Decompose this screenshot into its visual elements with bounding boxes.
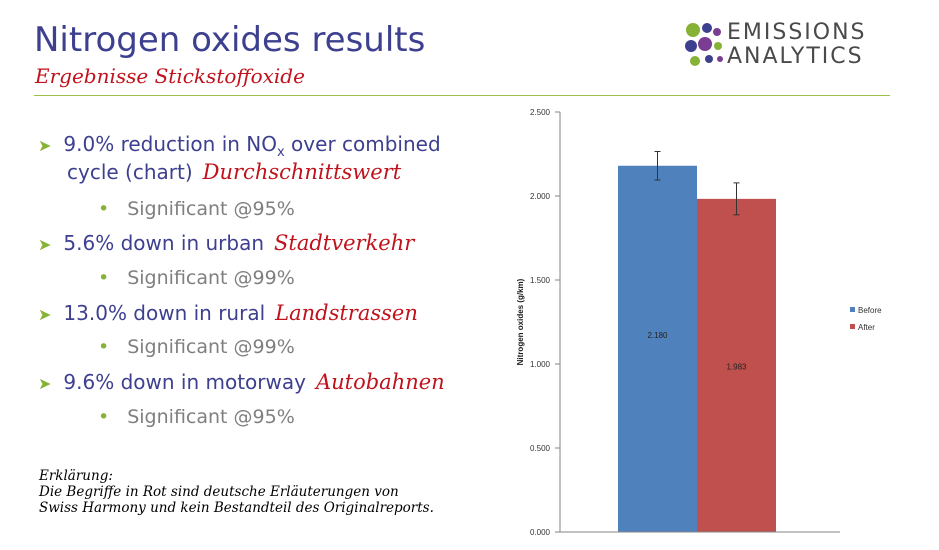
- arrow-bullet-icon: ➤: [38, 374, 52, 393]
- bar-after: [697, 198, 776, 532]
- sub-bullet-combined: • Significant @95%: [98, 198, 295, 220]
- arrow-bullet-icon: ➤: [38, 136, 52, 155]
- arrow-bullet-icon: ➤: [38, 305, 52, 324]
- dot-bullet-icon: •: [98, 267, 110, 289]
- dot-bullet-icon: •: [98, 198, 110, 220]
- legend-swatch-after: [850, 324, 855, 329]
- note-line2: Swiss Harmony und kein Bestandteil des O…: [39, 500, 434, 516]
- legend-label-before: Before: [858, 306, 882, 315]
- arrow-bullet-icon: ➤: [38, 235, 52, 254]
- y-tick-label: 1.500: [530, 276, 551, 285]
- bullet-combined-line2: cycle (chart) Durchschnittswert: [67, 160, 402, 184]
- logo-line2: ANALYTICS: [727, 44, 864, 69]
- dot-bullet-icon: •: [98, 336, 110, 358]
- logo-dots-icon: [685, 23, 723, 66]
- emissions-analytics-logo: EMISSIONS ANALYTICS: [683, 20, 893, 72]
- chart-svg: 0.000 0.500 1.000 1.500 2.000 2.500 Nitrogen o…: [516, 108, 882, 537]
- bullet-motorway: ➤ 9.6% down in motorway Autobahnen: [38, 370, 445, 394]
- data-label-after: 1.983: [726, 362, 747, 371]
- explanation-note: Erklärung: Die Begriffe in Rot sind deut…: [39, 468, 434, 516]
- y-tick-label: 0.000: [530, 528, 551, 537]
- y-tick-label: 0.500: [530, 444, 551, 453]
- y-tick-label: 1.000: [530, 360, 551, 369]
- bullet-urban: ➤ 5.6% down in urban Stadtverkehr: [38, 231, 415, 255]
- y-axis-label: Nitrogen oxides (g/km): [516, 278, 525, 365]
- bar-before: [618, 165, 697, 532]
- slide-subtitle: Ergebnisse Stickstoffoxide: [35, 64, 305, 88]
- nox-bar-chart: 0.000 0.500 1.000 1.500 2.000 2.500 Nitrogen o…: [500, 100, 900, 550]
- data-label-before: 2.180: [647, 331, 668, 340]
- slide-title: Nitrogen oxides results: [34, 20, 426, 60]
- logo-line1: EMISSIONS: [727, 20, 867, 45]
- y-tick-label: 2.500: [530, 108, 551, 117]
- note-heading: Erklärung:: [39, 468, 113, 484]
- y-tick-label: 2.000: [530, 192, 551, 201]
- sub-bullet-rural: • Significant @99%: [98, 336, 295, 358]
- bullet-rural: ➤ 13.0% down in rural Landstrassen: [38, 301, 418, 325]
- bullet-combined: ➤ 9.0% reduction in NOx over combined: [38, 132, 441, 160]
- sub-bullet-motorway: • Significant @95%: [98, 406, 295, 428]
- legend-swatch-before: [850, 307, 855, 312]
- note-line1: Die Begriffe in Rot sind deutsche Erläut…: [39, 484, 399, 500]
- title-divider: [34, 95, 890, 96]
- legend-label-after: After: [858, 323, 875, 332]
- dot-bullet-icon: •: [98, 406, 110, 428]
- sub-bullet-urban: • Significant @99%: [98, 267, 295, 289]
